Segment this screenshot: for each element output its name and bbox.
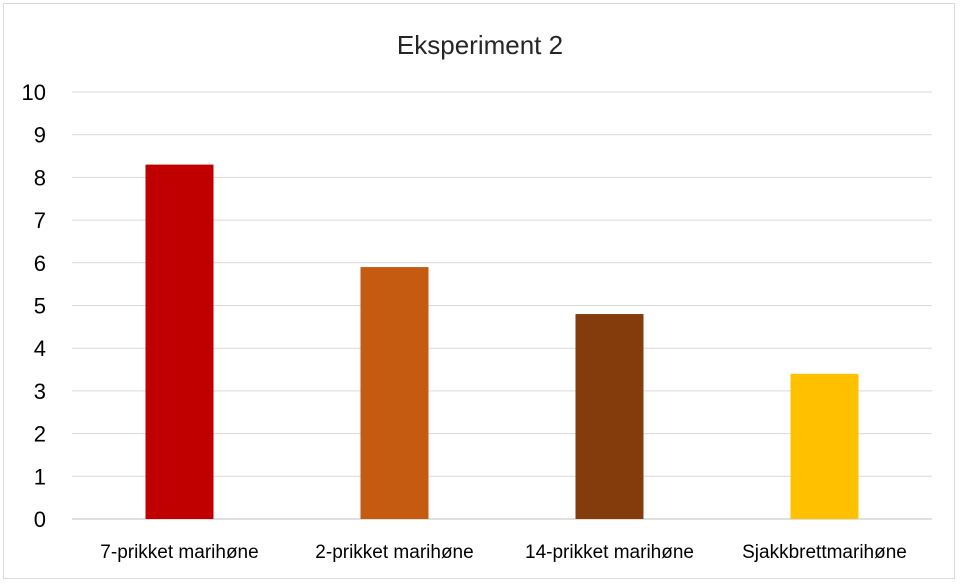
bar-1 [145,164,214,519]
bar-3 [575,314,644,519]
x-category-label: 2-prikket marihøne [315,542,473,563]
y-tick-label: 8 [34,165,46,190]
x-category-label: 14-prikket marihøne [525,542,694,563]
y-tick-label: 4 [34,336,46,361]
y-tick-label: 10 [22,80,46,105]
bar-2 [360,267,429,519]
y-tick-label: 1 [34,464,46,489]
chart-title: Eksperiment 2 [397,30,563,60]
y-tick-label: 7 [34,208,46,233]
y-tick-label: 2 [34,422,46,447]
x-category-label: 7-prikket marihøne [100,542,258,563]
y-tick-label: 6 [34,251,46,276]
y-axis-ticks: 0 1 2 3 4 5 6 7 8 9 10 [22,80,46,532]
y-tick-label: 0 [34,507,46,532]
bars [145,164,859,519]
y-tick-label: 5 [34,294,46,319]
x-category-label: Sjakkbrettmarihøne [742,542,907,563]
y-tick-label: 9 [34,123,46,148]
gridlines [72,91,932,520]
bar-chart: Eksperiment 2 0 1 2 3 4 5 6 7 8 9 10 7-prikket mar… [22,30,932,563]
bar-4 [790,373,859,519]
x-axis-categories: 7-prikket marihøne 2-prikket marihøne 14-p… [100,542,907,563]
y-tick-label: 3 [34,379,46,404]
chart-frame: Eksperiment 2 0 1 2 3 4 5 6 7 8 9 10 7-prikket mar… [3,3,955,579]
